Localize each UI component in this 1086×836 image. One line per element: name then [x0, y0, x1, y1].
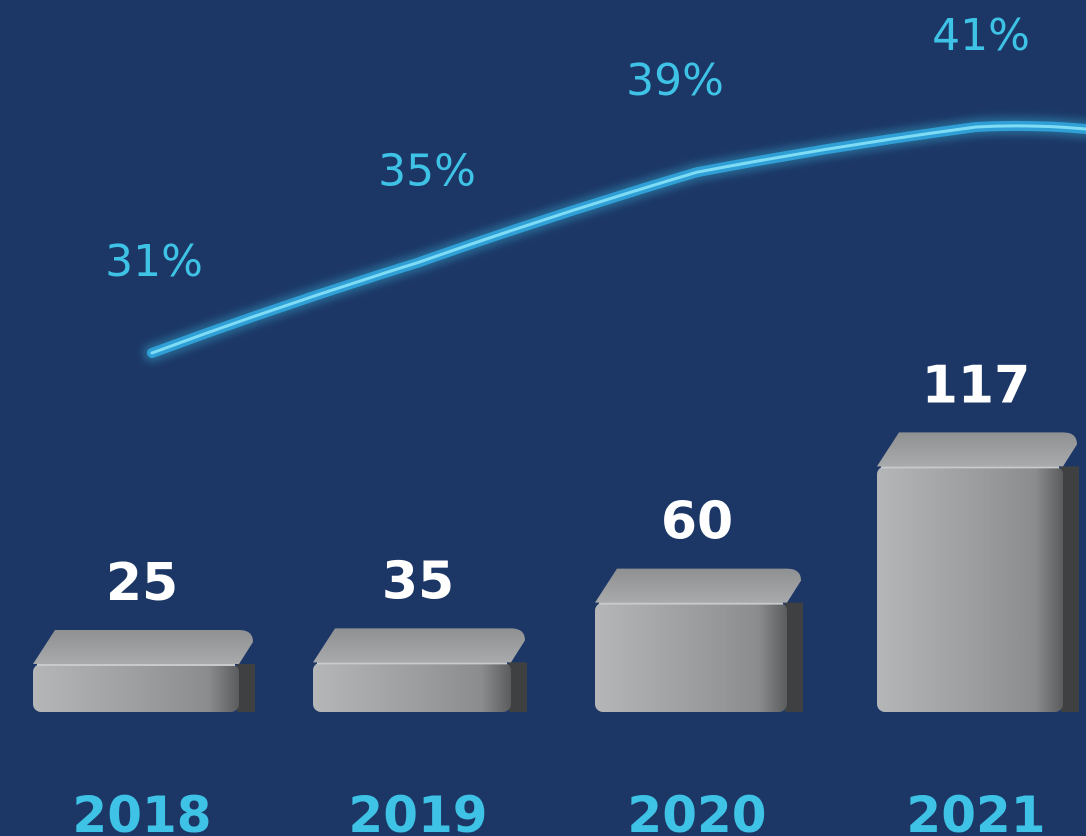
bars-layer	[33, 432, 1079, 712]
bar-top	[595, 568, 801, 603]
bar-2021	[877, 432, 1079, 712]
percent-label: 39%	[626, 55, 724, 106]
bar-top	[313, 628, 525, 663]
line-layer	[143, 116, 1086, 362]
trend-line-glow	[143, 116, 1086, 362]
percent-label: 35%	[378, 146, 476, 197]
bar-2020	[595, 568, 803, 712]
bar-value-label: 117	[922, 355, 1031, 415]
bar-front	[595, 602, 787, 712]
bar-front	[33, 664, 239, 712]
bar-side	[509, 662, 527, 712]
bar-top	[33, 630, 253, 664]
bar-side	[785, 602, 803, 712]
bar-value-label: 35	[382, 551, 454, 611]
bar-top	[877, 432, 1077, 467]
bar-2018	[33, 630, 255, 712]
year-label: 2018	[72, 786, 211, 836]
year-label: 2019	[348, 786, 487, 836]
bar-value-label: 25	[106, 553, 178, 613]
bar-2019	[313, 628, 527, 712]
trend-line	[147, 120, 1086, 358]
labels-layer: 25 2018 35 2019 60 2020 117 2021 31% 35% 39% 41%	[72, 10, 1045, 836]
bar-front	[313, 662, 511, 712]
bar-side	[237, 664, 255, 712]
trend-line-highlight	[150, 124, 1086, 355]
bar-value-label: 60	[661, 492, 733, 552]
percent-label: 31%	[105, 236, 203, 287]
percent-label: 41%	[932, 10, 1030, 61]
year-label: 2020	[627, 786, 766, 836]
bar-front	[877, 466, 1063, 712]
bar-side	[1061, 466, 1079, 712]
year-label: 2021	[906, 786, 1045, 836]
